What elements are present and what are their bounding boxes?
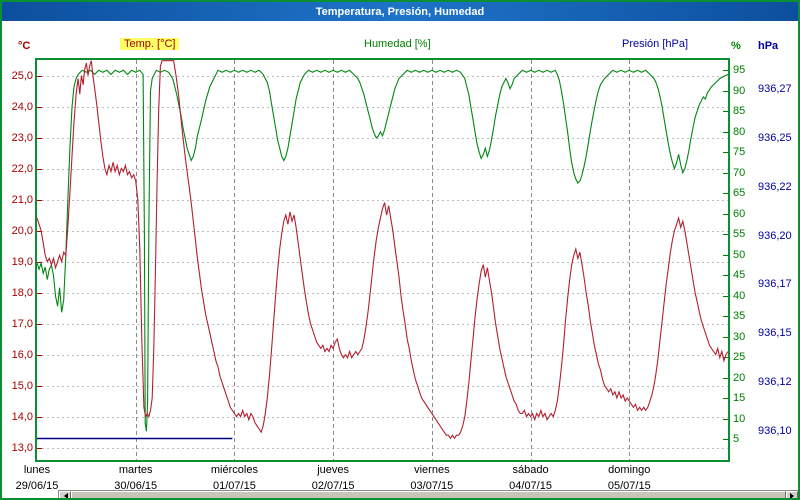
- day-date-label: 01/07/15: [213, 480, 256, 492]
- humidity-axis-tick-label: 65: [733, 187, 746, 200]
- humidity-axis-tick-label: 5: [733, 433, 740, 446]
- temp-axis-tick-label: 21,0: [11, 193, 33, 206]
- humidity-axis-tick-label: 80: [733, 125, 746, 138]
- day-name-label: miércoles: [210, 464, 258, 476]
- day-date-label: 29/06/15: [15, 480, 59, 492]
- left-arrow-icon: [61, 492, 68, 498]
- humidity-axis-tick-label: 60: [733, 207, 746, 220]
- temp-axis-tick-label: 23,0: [11, 131, 33, 144]
- humidity-axis-tick-label: 50: [733, 248, 746, 261]
- humidity-axis-tick-label: 10: [733, 412, 746, 425]
- humidity-axis-tick-label: 15: [733, 392, 746, 405]
- temp-axis-tick-label: 20,0: [11, 224, 33, 237]
- series-line-humidity: [37, 69, 728, 432]
- humidity-axis-tick-label: 75: [733, 146, 746, 159]
- scrollbar-thumb[interactable]: [71, 491, 786, 498]
- temp-axis-unit-label: °C: [18, 40, 31, 52]
- pressure-axis-tick-label: 936,12: [758, 375, 792, 388]
- pressure-axis-tick-label: 936,25: [758, 132, 792, 145]
- humidity-axis-tick-label: 70: [733, 166, 746, 179]
- temp-axis-tick-label: 18,0: [11, 286, 33, 299]
- day-date-label: 04/07/15: [509, 480, 552, 492]
- pressure-axis-unit-label: hPa: [758, 40, 779, 52]
- right-arrow-icon: [789, 492, 797, 498]
- series-line-temperature: [37, 60, 728, 440]
- pressure-axis-tick-label: 936,22: [758, 180, 792, 193]
- humidity-axis-tick-label: 90: [733, 84, 746, 97]
- temp-axis-tick-label: 15,0: [11, 379, 33, 392]
- temp-axis-tick-label: 17,0: [11, 317, 33, 330]
- day-name-label: jueves: [317, 464, 350, 476]
- scrollbar-right-arrow[interactable]: [786, 491, 798, 498]
- chart-plot-area: [35, 58, 730, 462]
- humidity-axis-tick-label: 85: [733, 105, 746, 118]
- pressure-axis-tick-label: 936,27: [758, 83, 792, 96]
- humidity-axis-tick-label: 55: [733, 228, 746, 241]
- temp-axis-tick-label: 22,0: [11, 162, 33, 175]
- day-date-label: 03/07/15: [410, 480, 454, 492]
- pressure-axis-tick-label: 936,10: [758, 424, 792, 437]
- day-name-label: viernes: [414, 464, 450, 476]
- day-name-label: lunes: [23, 464, 51, 476]
- humidity-axis-tick-label: 25: [733, 351, 746, 364]
- humidity-axis-tick-label: 30: [733, 330, 746, 343]
- day-date-label: 30/06/15: [114, 480, 158, 492]
- legend-temperature[interactable]: Temp. [°C]: [120, 38, 180, 50]
- pressure-axis-tick-label: 936,15: [758, 327, 792, 340]
- day-name-label: domingo: [608, 464, 651, 476]
- pressure-axis-tick-label: 936,20: [758, 229, 792, 242]
- humidity-axis-tick-label: 20: [733, 371, 746, 384]
- temp-axis-tick-label: 25,0: [11, 69, 33, 82]
- day-name-label: sábado: [512, 464, 549, 476]
- temp-axis-tick-label: 13,0: [11, 441, 33, 454]
- horizontal-scrollbar[interactable]: [58, 490, 798, 498]
- chart-canvas[interactable]: [37, 60, 728, 460]
- window-title: Temperatura, Presión, Humedad: [315, 5, 485, 18]
- temp-axis-tick-label: 19,0: [11, 255, 33, 268]
- scrollbar-left-arrow[interactable]: [59, 491, 71, 498]
- pressure-axis-tick-label: 936,17: [758, 278, 792, 291]
- humidity-axis-tick-label: 40: [733, 289, 746, 302]
- window-title-bar[interactable]: Temperatura, Presión, Humedad: [2, 2, 798, 21]
- day-date-label: 05/07/15: [607, 480, 651, 492]
- legend-humidity[interactable]: Humedad [%]: [364, 38, 431, 50]
- legend-pressure[interactable]: Presión [hPa]: [622, 38, 689, 50]
- temp-axis-tick-label: 24,0: [11, 100, 33, 113]
- temp-axis-tick-label: 16,0: [11, 348, 33, 361]
- humidity-axis-tick-label: 95: [733, 64, 746, 77]
- humidity-axis-tick-label: 45: [733, 269, 746, 282]
- humidity-axis-tick-label: 35: [733, 310, 746, 323]
- temp-axis-tick-label: 14,0: [11, 410, 33, 423]
- humidity-axis-unit-label: %: [731, 40, 741, 52]
- day-name-label: martes: [118, 464, 153, 476]
- day-date-label: 02/07/15: [311, 480, 355, 492]
